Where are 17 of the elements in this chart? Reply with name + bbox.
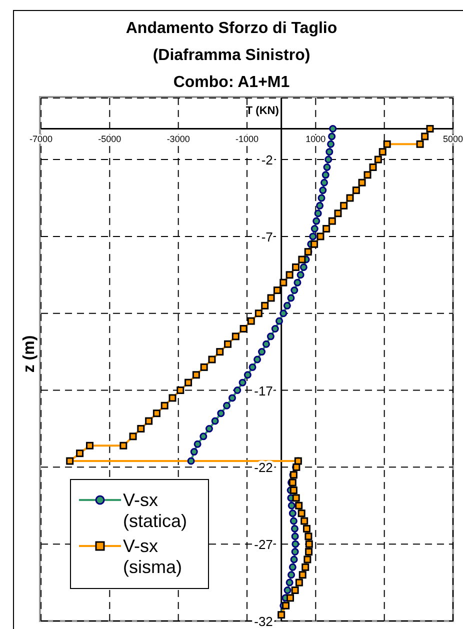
legend-label: V-sx (sisma): [123, 536, 183, 578]
x-tick-label: 1000: [306, 134, 326, 144]
y-tick-label: -32: [254, 614, 273, 629]
x-tick-label: -5000: [98, 134, 122, 144]
y-tick-label: -22: [254, 460, 273, 476]
legend-label: V-sx (statica): [123, 490, 188, 532]
chart-title: Andamento Sforzo di Taglio (Diaframma Sinistro) Combo: A1+M1: [124, 19, 338, 93]
y-axis-title: z (m): [21, 334, 39, 375]
x-tick-label: -1000: [235, 134, 259, 144]
x-tick-label: 5000: [442, 134, 463, 144]
x-axis-title: T (KN): [244, 105, 279, 117]
x-tick-label: -7000: [29, 134, 53, 144]
y-tick-label: -27: [254, 537, 273, 552]
y-tick-label: -2: [261, 152, 273, 168]
y-tick-label: -7: [261, 229, 273, 244]
x-tick-label: -3000: [166, 134, 190, 144]
y-tick-label: -17: [254, 383, 273, 398]
